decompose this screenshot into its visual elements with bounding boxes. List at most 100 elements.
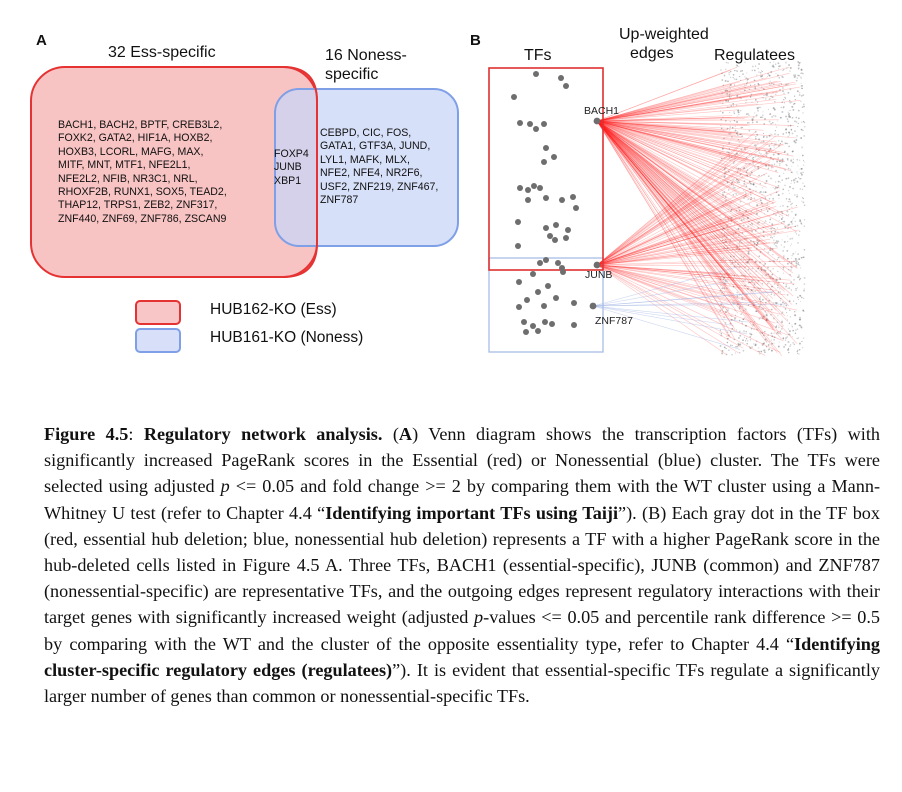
regulatee-dot [762, 155, 764, 157]
regulatee-dot [799, 324, 802, 327]
regulatee-dot [731, 181, 733, 184]
regulatee-dot [800, 172, 803, 175]
regulatee-dot [747, 78, 749, 81]
regulatee-dot [801, 200, 803, 202]
regulatee-dot [726, 89, 728, 92]
regulatee-dot [736, 178, 738, 181]
regulatee-dot [741, 232, 744, 234]
regulatee-dot [773, 342, 775, 344]
regulatee-dot [740, 173, 742, 175]
regulatee-dot [788, 322, 791, 324]
edge-bach1 [596, 86, 800, 122]
regulatee-dot [796, 159, 798, 161]
regulatee-dot [752, 116, 755, 118]
tf-dot [515, 219, 521, 225]
regulatee-dot [757, 222, 759, 224]
edge-bach1 [596, 120, 779, 173]
regulatee-dot [786, 250, 789, 252]
regulatee-dot [780, 140, 783, 143]
regulatee-dot [790, 159, 793, 162]
regulatee-dot [787, 159, 789, 161]
regulatee-dot [736, 132, 738, 135]
regulatee-dot [729, 186, 731, 188]
noness-gene-line: USF2, ZNF219, ZNF467, [320, 180, 439, 193]
regulatee-dot [739, 343, 742, 346]
regulatee-dot [727, 219, 729, 221]
regulatee-dot [799, 168, 801, 170]
edge-bach1 [596, 120, 797, 232]
tf-dot [551, 154, 557, 160]
regulatee-dot [794, 213, 797, 216]
regulatee-dot [750, 197, 753, 199]
regulatee-dot [726, 287, 728, 289]
regulatee-dot [795, 79, 798, 82]
edge-bach1 [596, 120, 797, 139]
edge-bach1 [596, 85, 755, 122]
regulatee-dot [799, 188, 802, 190]
regulatee-dot [720, 69, 722, 71]
regulatee-dot [738, 209, 741, 212]
edge-bach1 [596, 120, 774, 329]
regulatee-dot [734, 352, 736, 354]
regulatee-dot [763, 348, 766, 351]
regulatee-dot [758, 235, 760, 237]
edge-junb [596, 210, 760, 266]
regulatee-dot [780, 83, 782, 85]
regulatee-dot [768, 348, 770, 350]
regulatee-dot [779, 211, 781, 213]
regulatee-dot [800, 137, 803, 139]
edge-bach1 [596, 120, 759, 145]
regulatee-dot [724, 74, 726, 76]
regulatee-dot [735, 193, 738, 195]
edge-bach1 [596, 66, 738, 122]
regulatee-dot [796, 194, 798, 196]
regulatee-dot [785, 83, 787, 86]
regulatee-dot [754, 262, 756, 264]
edge-junb [596, 195, 749, 266]
edge-junb [596, 264, 766, 356]
regulatee-dot [766, 204, 768, 206]
regulatee-dot [773, 260, 776, 263]
regulatee-dot [756, 121, 758, 123]
regulatee-dot [737, 344, 740, 347]
regulatee-dot [781, 319, 783, 321]
tf-dot [517, 185, 523, 191]
regulatee-dot [798, 74, 800, 77]
regulatee-dot [794, 311, 796, 313]
regulatee-dot [747, 250, 750, 253]
edge-znf787 [592, 266, 739, 307]
regulatee-dot [771, 115, 774, 118]
regulatee-dot [743, 331, 745, 333]
edge-junb [596, 228, 721, 266]
regulatee-dot [742, 310, 745, 312]
regulatee-dot [727, 106, 729, 108]
caption-italic: p [220, 476, 230, 497]
regulatee-dot [794, 76, 797, 78]
regulatee-dot [753, 79, 756, 82]
regulatee-dot [795, 233, 797, 235]
regulatee-dot [789, 124, 792, 127]
regulatee-dot [780, 218, 783, 220]
tf-dots [511, 71, 601, 335]
edge-junb [596, 264, 722, 274]
regulatee-dot [770, 156, 772, 159]
regulatee-dot [736, 246, 739, 249]
regulatee-dot [723, 346, 726, 349]
regulatee-dot [803, 103, 805, 105]
regulatee-dot [729, 97, 731, 100]
regulatee-dot [742, 259, 745, 262]
regulatee-dot [751, 267, 754, 270]
regulatee-dot [751, 346, 754, 349]
regulatee-dot [759, 183, 761, 185]
regulatee-dot [784, 308, 787, 310]
noness-gene-line: CEBPD, CIC, FOS, [320, 127, 412, 139]
regulatee-dot [773, 61, 775, 63]
regulatee-dot [781, 158, 784, 161]
regulatee-dot [756, 204, 759, 207]
edge-bach1 [596, 120, 751, 185]
regulatee-dot [761, 86, 763, 88]
regulatee-dot [748, 345, 751, 348]
regulatee-dot [727, 337, 730, 340]
edge-bach1 [596, 85, 787, 122]
edge-bach1 [596, 120, 786, 170]
